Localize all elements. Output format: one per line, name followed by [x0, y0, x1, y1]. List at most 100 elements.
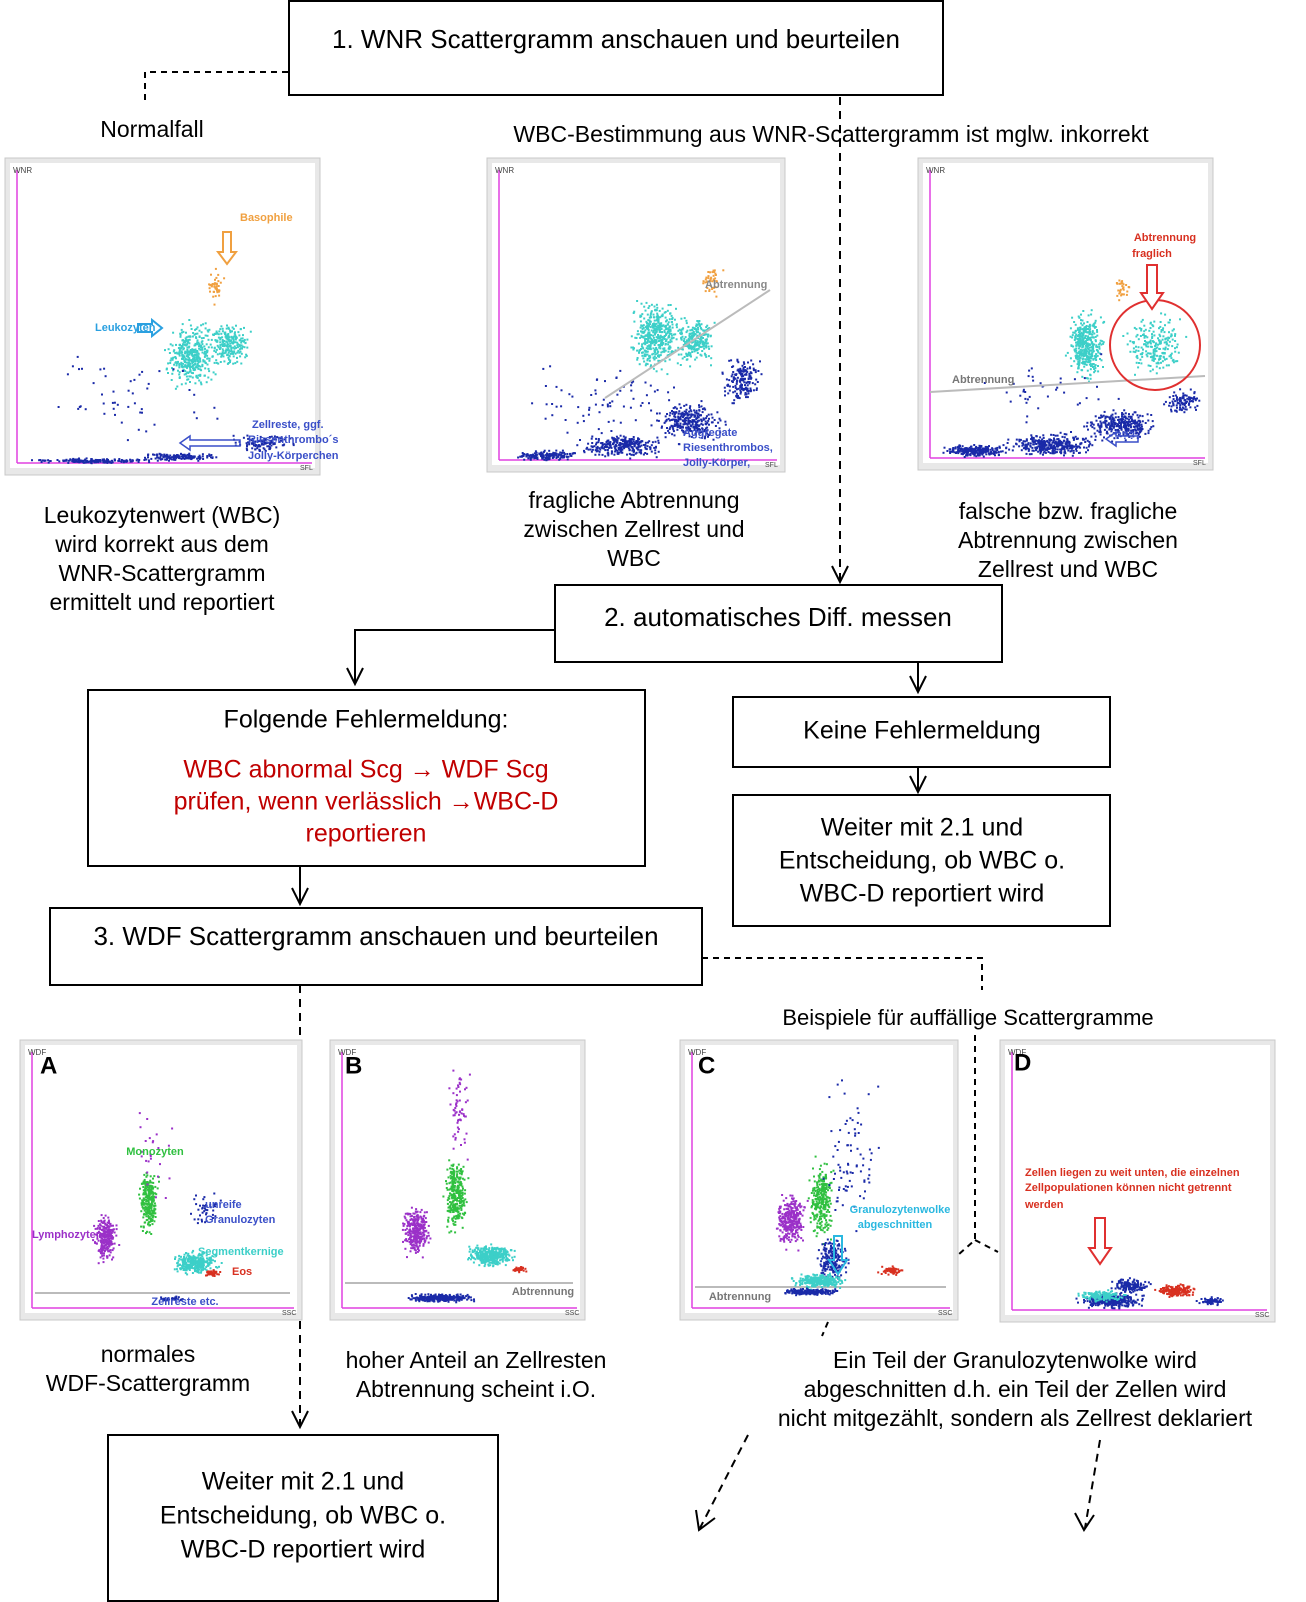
scatter-dot	[1163, 356, 1165, 358]
scatter-dot	[213, 371, 215, 373]
scatter-dot	[1007, 439, 1009, 441]
scatter-dot	[668, 321, 670, 323]
scatter-dot	[1173, 398, 1175, 400]
scatter-dot	[534, 452, 536, 454]
scatter-dot	[716, 411, 718, 413]
scatter-dot	[129, 459, 131, 461]
scatter-dot	[102, 1222, 104, 1224]
scatter-dot	[1183, 397, 1185, 399]
scatter-dot	[707, 271, 709, 273]
scatter-dot	[1086, 447, 1088, 449]
scatter-dot	[1080, 319, 1082, 321]
scatter-dot	[1118, 280, 1120, 282]
scatter-dot	[676, 324, 678, 326]
scatter-dot	[1146, 354, 1148, 356]
scatter-dot	[186, 457, 188, 459]
scatter-dot	[1150, 370, 1152, 372]
scatter-dot	[1176, 400, 1178, 402]
scatter-dot	[1079, 350, 1081, 352]
scatter-dot	[612, 442, 614, 444]
scatter-dot	[231, 351, 233, 353]
scatter-dot	[1078, 316, 1080, 318]
scatter-dot	[1082, 310, 1084, 312]
scatter-dot	[1195, 399, 1197, 401]
scatter-dot	[658, 442, 660, 444]
scatter-dot	[654, 391, 656, 393]
scatter-dot	[1193, 396, 1195, 398]
scatter-dot	[697, 327, 699, 329]
scatter-dot	[999, 446, 1001, 448]
scatter-dot	[646, 351, 648, 353]
scatter-dot	[1123, 409, 1125, 411]
scatter-dot	[232, 363, 234, 365]
scatter-dot	[526, 453, 528, 455]
scatter-dot	[647, 445, 649, 447]
scatter-dot	[199, 335, 201, 337]
scatter-dot	[1085, 451, 1087, 453]
scatter-dot	[1028, 370, 1030, 372]
scatter-dot	[654, 449, 656, 451]
scatter-dot	[1077, 335, 1079, 337]
scatter-dot	[199, 330, 201, 332]
scatter-dot	[1090, 374, 1092, 376]
scatter-dot	[611, 400, 613, 402]
wnr-scattergram: WNRSFLBasophileLeukozytenZellreste, ggf.…	[5, 158, 339, 475]
scatter-dot	[1074, 378, 1076, 380]
scatter-dot	[112, 402, 114, 404]
scatter-dot	[204, 356, 206, 358]
scatter-dot	[704, 346, 706, 348]
scatter-dot	[194, 363, 196, 365]
scatter-dot	[711, 345, 713, 347]
scatter-dot	[1094, 439, 1096, 441]
scatter-dot	[1112, 421, 1114, 423]
scatter-dot	[192, 336, 194, 338]
scatter-dot	[139, 412, 141, 414]
scatter-dot	[653, 316, 655, 318]
scatter-dot	[697, 329, 699, 331]
scatter-dot	[1179, 388, 1181, 390]
scatter-dot	[674, 434, 676, 436]
scatter-dot	[1063, 392, 1065, 394]
scatter-dot	[735, 385, 737, 387]
scatter-dot	[188, 336, 190, 338]
scatter-dot	[1140, 362, 1142, 364]
scatter-dot	[1082, 438, 1084, 440]
scatter-dot	[662, 308, 664, 310]
scatter-dot	[646, 448, 648, 450]
scatter-dot	[41, 461, 43, 463]
scatter-dot	[650, 316, 652, 318]
scatter-dot	[989, 451, 991, 453]
scatter-dot	[694, 415, 696, 417]
scatter-dot	[686, 358, 688, 360]
scatter-dot	[106, 1246, 108, 1248]
scatter-dot	[1140, 335, 1142, 337]
connector	[355, 630, 555, 682]
scatter-dot	[1078, 338, 1080, 340]
scatter-dot	[81, 368, 83, 370]
scatter-dot	[192, 365, 194, 367]
scatter-dot	[977, 447, 979, 449]
scatter-dot	[1160, 321, 1162, 323]
scatter-dot	[1094, 433, 1096, 435]
scatter-dot	[576, 444, 578, 446]
scatter-dot	[1090, 368, 1092, 370]
scatter-dot	[1097, 430, 1099, 432]
scatter-dot	[215, 359, 217, 361]
scatter-dot	[598, 438, 600, 440]
scatter-dot	[217, 363, 219, 365]
scatter-dot	[659, 310, 661, 312]
scatter-dot	[201, 337, 203, 339]
scatter-dot	[1168, 345, 1170, 347]
scatter-dot	[113, 1247, 115, 1249]
scatter-dot	[1080, 314, 1082, 316]
scatter-dot	[1102, 322, 1104, 324]
scatter-dot	[217, 280, 219, 282]
scatter-dot	[1080, 328, 1082, 330]
scatter-dot	[78, 460, 80, 462]
scatter-dot	[218, 330, 220, 332]
scatter-dot	[1040, 441, 1042, 443]
scatter-dot	[196, 358, 198, 360]
scatter-dot	[649, 446, 651, 448]
scatter-dot	[1068, 447, 1070, 449]
scatter-dot	[207, 335, 209, 337]
